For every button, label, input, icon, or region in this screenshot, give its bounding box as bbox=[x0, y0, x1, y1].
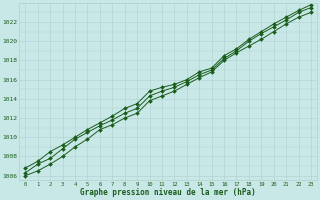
X-axis label: Graphe pression niveau de la mer (hPa): Graphe pression niveau de la mer (hPa) bbox=[80, 188, 256, 197]
